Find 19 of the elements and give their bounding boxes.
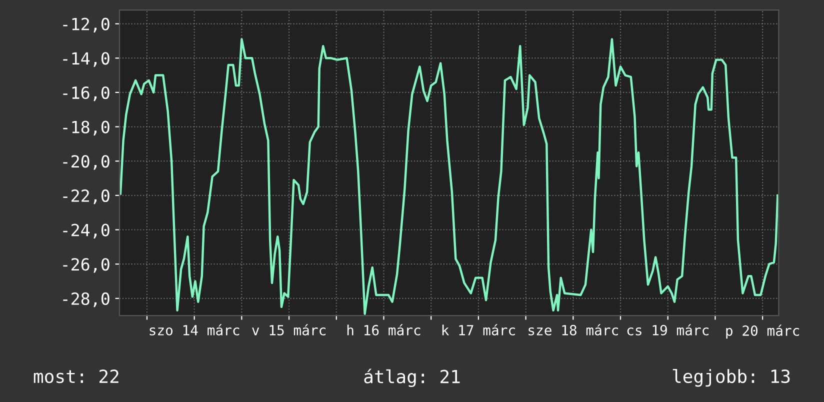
text: átlag: 21: [364, 368, 460, 388]
x-tick-label: szo 14 márc: [150, 324, 240, 336]
x-tick-label: sze 18 márc: [528, 324, 618, 336]
y-tick-label: -14,0: [63, 52, 110, 67]
text: legjobb: 13: [672, 369, 790, 387]
y-tick-label: -12,0: [63, 18, 110, 32]
y-tick-label: -26,0: [63, 258, 110, 273]
y-tick-label: -16,0: [63, 86, 110, 102]
x-tick-label: cs 19 márc: [627, 324, 709, 336]
x-tick-label: p 20 márc: [726, 324, 800, 339]
y-tick-label: -24,0: [63, 224, 110, 238]
text: most: 22: [34, 370, 118, 384]
y-tick-label: -22,0: [63, 189, 110, 204]
y-tick-label: -28,0: [63, 292, 110, 308]
x-tick-label: v 15 márc: [252, 324, 326, 336]
y-tick-label: -18,0: [63, 120, 110, 136]
y-tick-label: -20,0: [63, 155, 110, 170]
x-tick-label: h 16 márc: [347, 324, 420, 336]
x-tick-label: k 17 márc: [442, 324, 515, 336]
